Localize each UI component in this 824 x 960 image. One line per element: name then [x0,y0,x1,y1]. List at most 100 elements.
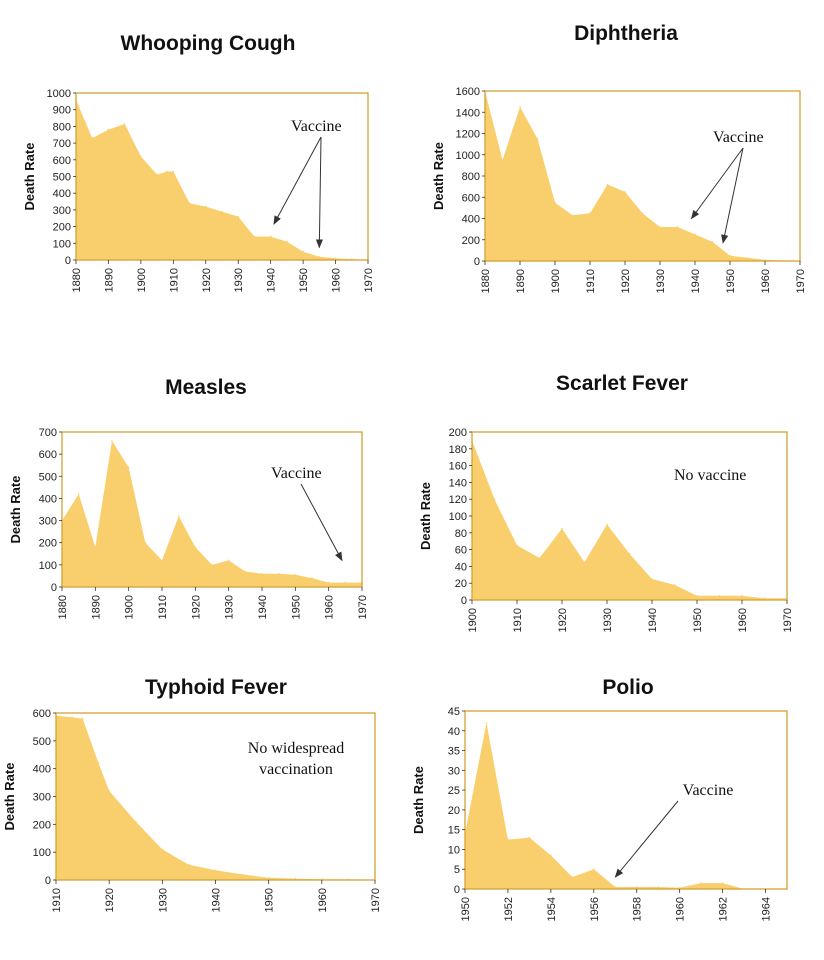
data-point [571,876,574,878]
data-point [721,882,724,884]
data-point [91,137,93,139]
y-tick-label: 100 [449,511,467,523]
y-tick-label: 500 [39,471,57,483]
data-point [127,466,130,469]
y-tick-label: 100 [53,238,71,250]
chart-panel-whooping-cough: Whooping Cough 0 100 200 300 400 500 600 700 800… [0,0,412,320]
x-tick-label: 1970 [795,269,807,293]
x-tick-label: 1910 [157,595,169,619]
data-point [764,259,766,261]
data-point [606,523,608,526]
annotation-text: No widespread vaccination [248,740,344,778]
data-point [561,527,563,530]
data-point [286,240,288,243]
data-point [501,159,504,161]
y-tick-label: 1200 [456,129,480,141]
y-tick-label: 600 [53,155,71,167]
x-tick-label: 1900 [467,608,479,632]
data-point [77,493,80,495]
y-tick-label: 20 [448,805,460,817]
x-tick-label: 1960 [317,888,329,912]
data-point [237,215,239,218]
y-tick-label: 400 [39,493,57,505]
data-point [144,541,147,544]
y-axis-label: Death Rate [22,143,37,211]
x-tick-label: 1940 [647,608,659,632]
data-point [614,886,617,888]
data-point [746,257,749,259]
x-tick-label: 1970 [782,608,794,632]
y-tick-label: 40 [455,561,467,573]
y-tick-label: 300 [39,516,57,528]
data-point [123,123,126,125]
y-tick-label: 400 [53,188,71,200]
x-tick-label: 1952 [503,897,515,921]
data-point [156,174,158,176]
y-tick-label: 700 [53,138,71,150]
annotation-arrow [614,800,679,878]
data-point [628,553,631,555]
data-point [493,498,496,500]
data-point [211,564,213,566]
chart-panel-typhoid-fever: Typhoid Fever 0 100 200 300 400 500 600 1910 192… [0,640,412,960]
data-point [700,882,702,884]
chart-title: Scarlet Fever [556,372,688,395]
chart-title: Measles [165,376,247,399]
x-tick-label: 1956 [589,897,601,921]
data-point [135,820,137,823]
chart-svg: 0 100 200 300 400 500 600 700 800 900 1000 1880 1890… [22,88,375,292]
data-point [108,790,110,792]
data-point [593,868,595,870]
chart-title: Whooping Cough [120,32,296,55]
data-point [221,210,223,213]
x-tick-label: 1930 [157,888,169,912]
data-point [214,869,217,872]
chart-panel-measles: Measles 0 100 200 300 400 500 600 700 1880 1890 19… [0,320,412,640]
y-tick-label: 600 [39,449,57,461]
x-tick-label: 1900 [124,595,136,619]
y-tick-label: 300 [33,792,51,804]
y-tick-label: 0 [45,875,51,887]
y-axis-label: Death Rate [418,482,433,550]
data-point [507,838,509,841]
y-tick-label: 800 [53,121,71,133]
data-point [606,183,609,186]
data-point [519,106,521,108]
y-tick-label: 400 [33,764,51,776]
data-point [172,170,175,173]
y-tick-label: 800 [462,171,480,183]
y-tick-label: 200 [39,538,57,550]
area-series [76,99,368,260]
data-point [97,762,100,764]
chart-panel-diphtheria: Diphtheria 0 200 400 600 800 1000 1200 1400 1600… [412,0,824,320]
y-tick-label: 0 [454,884,460,896]
data-point [161,559,163,562]
chart-svg: 0 200 400 600 800 1000 1200 1400 1600 1880 1890 190… [431,86,807,293]
annotation-text: Vaccine [683,782,734,799]
y-axis-label: Death Rate [431,142,446,210]
data-point [516,544,518,547]
y-tick-label: 500 [33,736,51,748]
y-tick-label: 1000 [47,88,71,100]
y-tick-label: 60 [455,545,467,557]
y-tick-label: 80 [455,528,467,540]
x-tick-label: 1940 [211,888,223,912]
y-tick-label: 5 [454,864,460,876]
x-tick-label: 1940 [266,268,278,292]
data-point [635,886,638,888]
data-point [711,241,714,243]
data-point [81,717,84,720]
x-tick-label: 1940 [257,595,269,619]
x-tick-label: 1960 [760,269,772,293]
chart-svg: 0 100 200 300 400 500 600 1910 1920 1930 1940 1950 1… [2,708,382,912]
y-tick-label: 15 [448,825,460,837]
chart-svg: 0 20 40 60 80 100 120 140 160 180 200 1900 1910 1920 1… [418,427,794,632]
y-tick-label: 600 [33,708,51,720]
y-tick-label: 200 [33,819,51,831]
y-tick-label: 140 [449,477,467,489]
x-tick-label: 1970 [357,595,369,619]
data-point [205,205,207,208]
annotation-arrow [315,136,324,249]
y-tick-label: 0 [461,595,467,607]
x-tick-label: 1940 [690,269,702,293]
